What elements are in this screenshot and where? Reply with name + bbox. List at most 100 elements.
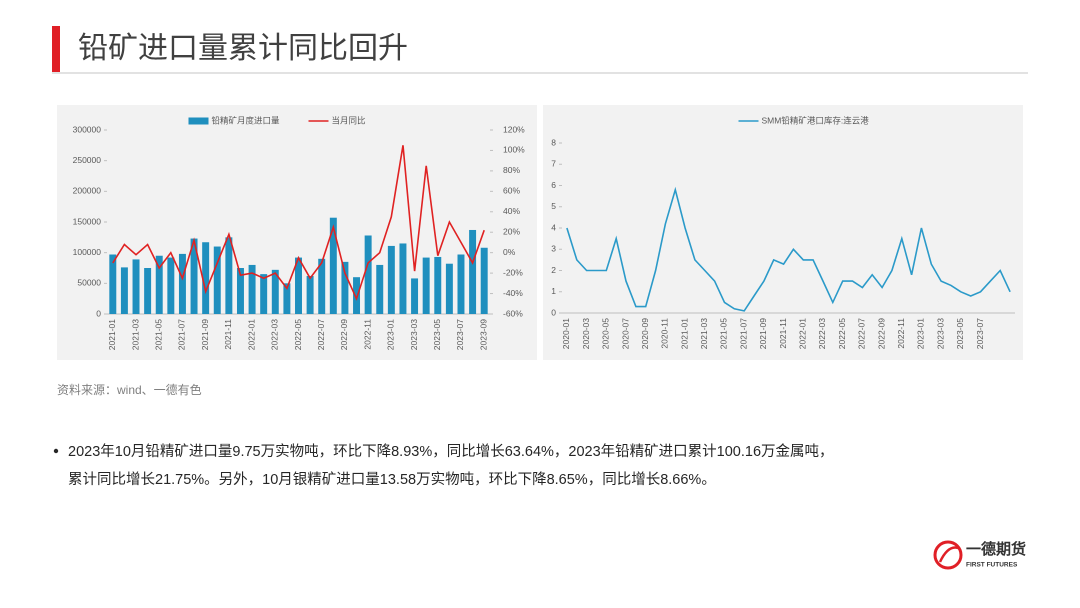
title-accent xyxy=(52,26,60,72)
bar xyxy=(353,277,361,314)
x-tick-label: 2022-05 xyxy=(837,318,847,349)
x-tick-label: 2022-07 xyxy=(857,318,867,349)
x-tick-label: 2020-11 xyxy=(660,318,670,349)
y2-tick-label: -20% xyxy=(503,267,523,277)
x-tick-label: 2020-07 xyxy=(620,318,630,349)
bar xyxy=(271,269,279,314)
bullet-line: 累计同比增长21.75%。另外，10月银精矿进口量13.58万实物吨，环比下降8… xyxy=(68,471,716,488)
y2-tick-label: 60% xyxy=(503,186,520,196)
legend-label: SMM铅精矿港口库存:连云港 xyxy=(762,115,870,125)
bar xyxy=(225,237,233,314)
bar xyxy=(144,268,152,314)
x-tick-label: 2023-09 xyxy=(478,319,488,350)
bar xyxy=(109,254,117,314)
y2-tick-label: 20% xyxy=(503,226,520,236)
x-tick-label: 2022-11 xyxy=(362,319,372,350)
chart-panel xyxy=(57,105,537,360)
bar xyxy=(445,263,453,314)
y2-tick-label: -60% xyxy=(503,308,523,318)
y-tick-label: 300000 xyxy=(73,124,102,134)
y2-tick-label: 40% xyxy=(503,206,520,216)
x-tick-label: 2023-05 xyxy=(955,318,965,349)
x-tick-label: 2022-05 xyxy=(293,319,303,350)
y-tick-label: 1 xyxy=(551,286,556,296)
bar xyxy=(202,242,210,314)
y-tick-label: 7 xyxy=(551,159,556,169)
y-tick-label: 100000 xyxy=(73,247,102,257)
x-tick-label: 2022-03 xyxy=(817,318,827,349)
x-tick-label: 2021-05 xyxy=(719,318,729,349)
y-tick-label: 4 xyxy=(551,222,556,232)
x-tick-label: 2020-03 xyxy=(581,318,591,349)
bar xyxy=(399,243,407,314)
bar xyxy=(260,274,268,314)
source-note: 资料来源：wind、一德有色 xyxy=(57,382,202,397)
bar xyxy=(167,257,175,314)
y-tick-label: 6 xyxy=(551,180,556,190)
line xyxy=(566,186,1011,312)
bar xyxy=(329,217,337,314)
bar xyxy=(422,257,430,314)
x-tick-label: 2022-09 xyxy=(876,318,886,349)
y-tick-label: 250000 xyxy=(73,155,102,165)
bar xyxy=(248,264,256,314)
bar xyxy=(434,256,442,314)
slide-title: 铅矿进口量累计同比回升 xyxy=(78,32,408,65)
legend-swatch xyxy=(188,117,209,125)
legend-label: 当月同比 xyxy=(332,115,366,125)
y-tick-label: 50000 xyxy=(77,278,101,288)
logo-icon xyxy=(938,546,959,563)
x-tick-label: 2021-03 xyxy=(699,318,709,349)
x-tick-label: 2022-01 xyxy=(798,318,808,349)
bullet-dot xyxy=(53,448,59,454)
bar xyxy=(341,261,349,314)
x-tick-label: 2021-07 xyxy=(177,319,187,350)
x-tick-label: 2020-09 xyxy=(640,318,650,349)
line xyxy=(112,145,485,301)
x-tick-label: 2021-03 xyxy=(130,319,140,350)
bar xyxy=(387,245,395,314)
x-tick-label: 2022-09 xyxy=(339,319,349,350)
bar xyxy=(376,264,384,314)
x-tick-label: 2022-01 xyxy=(246,319,256,350)
bar xyxy=(178,253,186,314)
bar xyxy=(469,229,477,314)
bar xyxy=(120,267,128,314)
x-tick-label: 2021-11 xyxy=(223,319,233,350)
logo-english: FIRST FUTURES xyxy=(966,562,1018,569)
bar xyxy=(295,257,302,314)
x-tick-label: 2023-03 xyxy=(409,319,419,350)
bar xyxy=(132,259,140,314)
bar xyxy=(318,258,326,314)
y2-tick-label: -40% xyxy=(503,288,523,298)
x-tick-label: 2020-05 xyxy=(601,318,611,349)
x-tick-label: 2023-05 xyxy=(432,319,442,350)
x-tick-label: 2023-03 xyxy=(935,318,945,349)
logo-icon xyxy=(933,540,963,570)
y2-tick-label: 0% xyxy=(503,247,516,257)
y-tick-label: 5 xyxy=(551,201,556,211)
y-tick-label: 2 xyxy=(551,265,556,275)
y-tick-label: 150000 xyxy=(73,216,102,226)
x-tick-label: 2021-09 xyxy=(758,318,768,349)
bar xyxy=(236,268,244,314)
x-tick-label: 2020-01 xyxy=(561,318,571,349)
legend-label: 铅精矿月度进口量 xyxy=(212,115,281,125)
y2-tick-label: 80% xyxy=(503,165,520,175)
bar xyxy=(213,246,221,314)
x-tick-label: 2021-05 xyxy=(153,319,163,350)
y2-tick-label: 120% xyxy=(503,124,525,134)
x-tick-label: 2022-07 xyxy=(316,319,326,350)
bullet-line: 2023年10月铅精矿进口量9.75万实物吨，环比下降8.93%，同比增长63.… xyxy=(68,443,834,460)
logo: 一德期货 FIRST FUTURES xyxy=(933,540,1026,570)
x-tick-label: 2022-11 xyxy=(896,318,906,349)
bar xyxy=(480,247,488,314)
x-tick-label: 2021-01 xyxy=(107,319,117,350)
y-tick-label: 0 xyxy=(551,307,556,317)
bar xyxy=(457,254,465,314)
bar xyxy=(190,238,198,314)
y-tick-label: 200000 xyxy=(73,186,102,196)
chart-panel xyxy=(543,105,1023,360)
y-tick-label: 0 xyxy=(96,308,101,318)
